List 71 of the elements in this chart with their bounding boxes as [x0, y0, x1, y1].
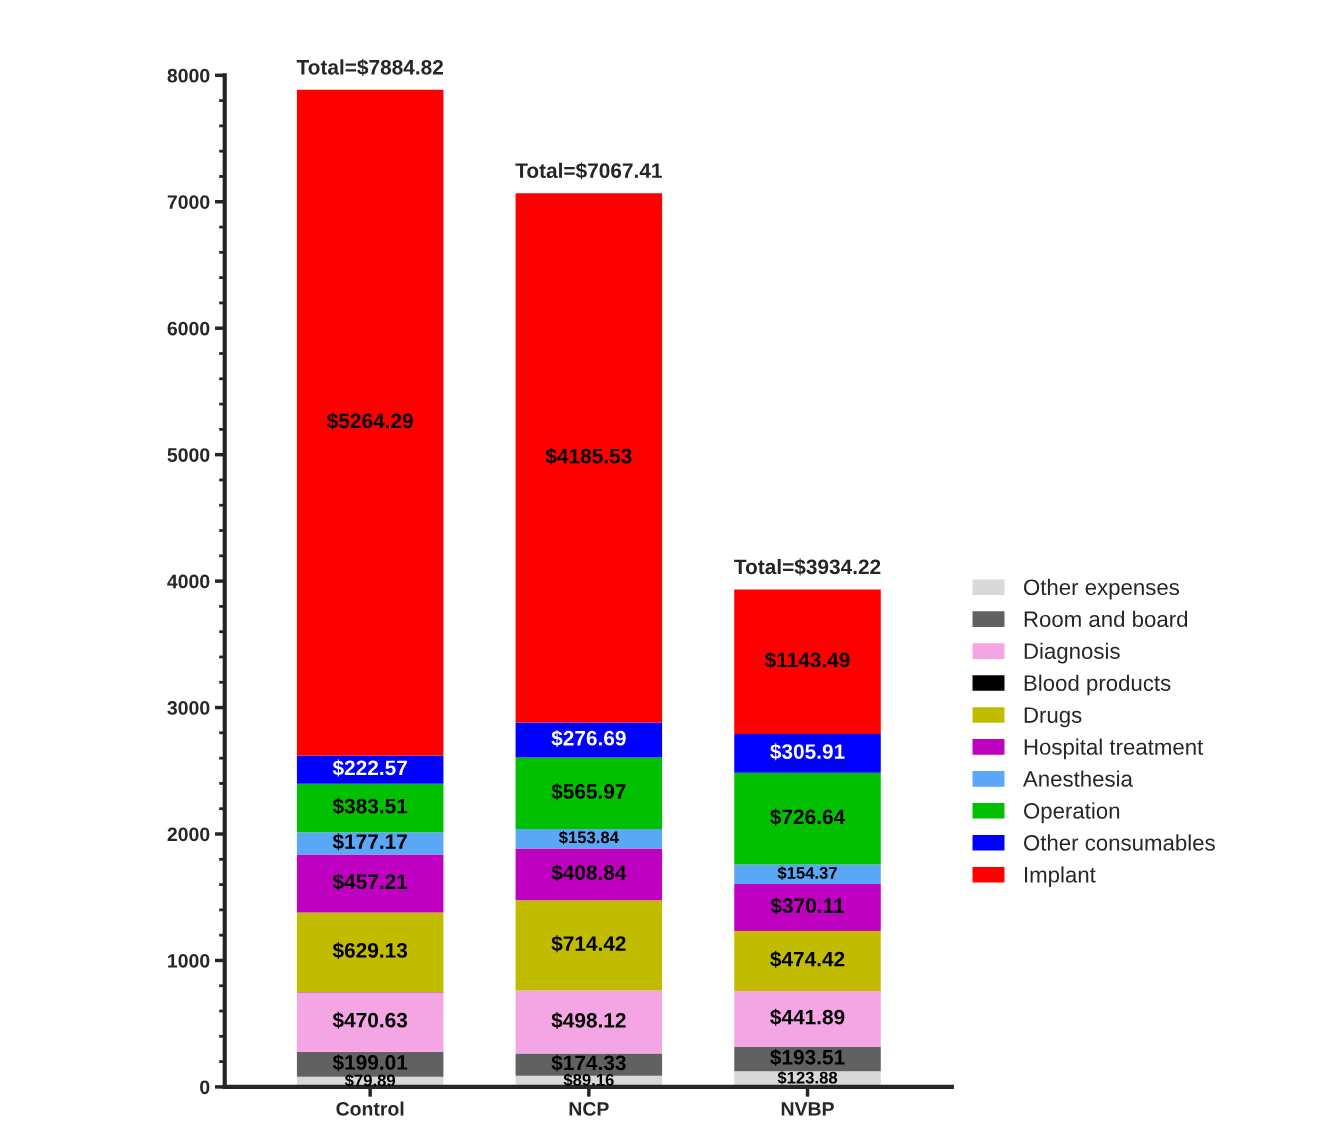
bar — [734, 990, 881, 1047]
x-tick-label: Control — [336, 1101, 404, 1116]
legend-label: Other expenses — [1024, 578, 1180, 600]
data-label: $79.89 — [344, 1073, 396, 1088]
legend-label: Drugs — [1024, 707, 1082, 728]
data-label: $1143.49 — [764, 651, 850, 669]
bar — [515, 757, 663, 830]
legend-label: Blood products — [1024, 674, 1171, 696]
y-tick-label: 3000 — [167, 701, 210, 715]
data-label: $714.42 — [551, 935, 626, 953]
legend-label: Hospital treatment — [1024, 738, 1204, 760]
legend-label: Diagnosis — [1024, 642, 1120, 664]
data-label: $474.42 — [770, 950, 845, 968]
data-label: $153.84 — [558, 830, 619, 845]
data-label: $154.37 — [777, 866, 837, 880]
bar — [734, 772, 881, 865]
bar — [296, 854, 444, 913]
data-label: $470.63 — [332, 1011, 408, 1029]
data-label: $177.17 — [332, 833, 407, 851]
data-label: $370.11 — [770, 897, 845, 915]
bar — [734, 930, 881, 991]
data-label: $498.12 — [551, 1012, 626, 1030]
x-tick-label: NCP — [569, 1102, 609, 1116]
bar — [515, 900, 663, 991]
bar — [296, 992, 444, 1052]
data-label: $441.89 — [770, 1008, 845, 1026]
bar — [734, 884, 881, 931]
data-label: $5264.29 — [326, 412, 413, 430]
x-tick-label: NVBP — [781, 1102, 834, 1116]
bar — [515, 722, 663, 758]
data-label: $305.91 — [770, 743, 845, 761]
data-label: $193.51 — [770, 1048, 845, 1066]
data-label: $629.13 — [332, 942, 408, 960]
y-tick-label: 5000 — [167, 448, 210, 462]
bar — [515, 829, 663, 849]
legend-label: Anesthesia — [1023, 770, 1133, 787]
legend-label: Operation — [1024, 802, 1120, 824]
bar — [734, 734, 881, 773]
legend-label: Implant — [1025, 866, 1096, 888]
y-tick-label: 6000 — [167, 321, 210, 336]
bar — [515, 848, 663, 901]
legend-label: Room and board — [1024, 610, 1188, 628]
data-label: $408.84 — [551, 864, 627, 882]
bar — [515, 990, 663, 1054]
data-label: $565.97 — [551, 783, 626, 801]
data-label: $726.64 — [770, 808, 846, 826]
bar — [515, 193, 663, 723]
y-tick-label: 8000 — [167, 68, 210, 83]
y-tick-label: 2000 — [167, 827, 210, 842]
bar — [734, 589, 881, 735]
data-label: $199.01 — [332, 1054, 408, 1072]
y-tick-label: 4000 — [167, 574, 210, 589]
total-label: Total=$7067.41 — [515, 162, 662, 180]
bar — [296, 783, 444, 833]
data-label: $457.21 — [332, 873, 408, 891]
y-tick-label: 7000 — [167, 195, 210, 209]
bar — [296, 832, 444, 855]
data-label: $222.57 — [332, 759, 407, 777]
data-label: $4185.53 — [545, 447, 632, 465]
total-label: Total=$7884.82 — [296, 58, 443, 76]
bar — [296, 912, 444, 992]
total-label: Total=$3934.22 — [734, 558, 881, 576]
legend-label: Other consumables — [1024, 834, 1215, 851]
data-label: $383.51 — [332, 797, 408, 815]
y-tick-label: 0 — [200, 1080, 210, 1095]
data-label: $123.88 — [777, 1071, 838, 1085]
data-label: $89.16 — [563, 1073, 614, 1087]
data-label: $174.33 — [551, 1054, 626, 1072]
bar — [296, 89, 444, 756]
data-label: $276.69 — [551, 729, 626, 747]
y-tick-label: 1000 — [168, 953, 210, 968]
